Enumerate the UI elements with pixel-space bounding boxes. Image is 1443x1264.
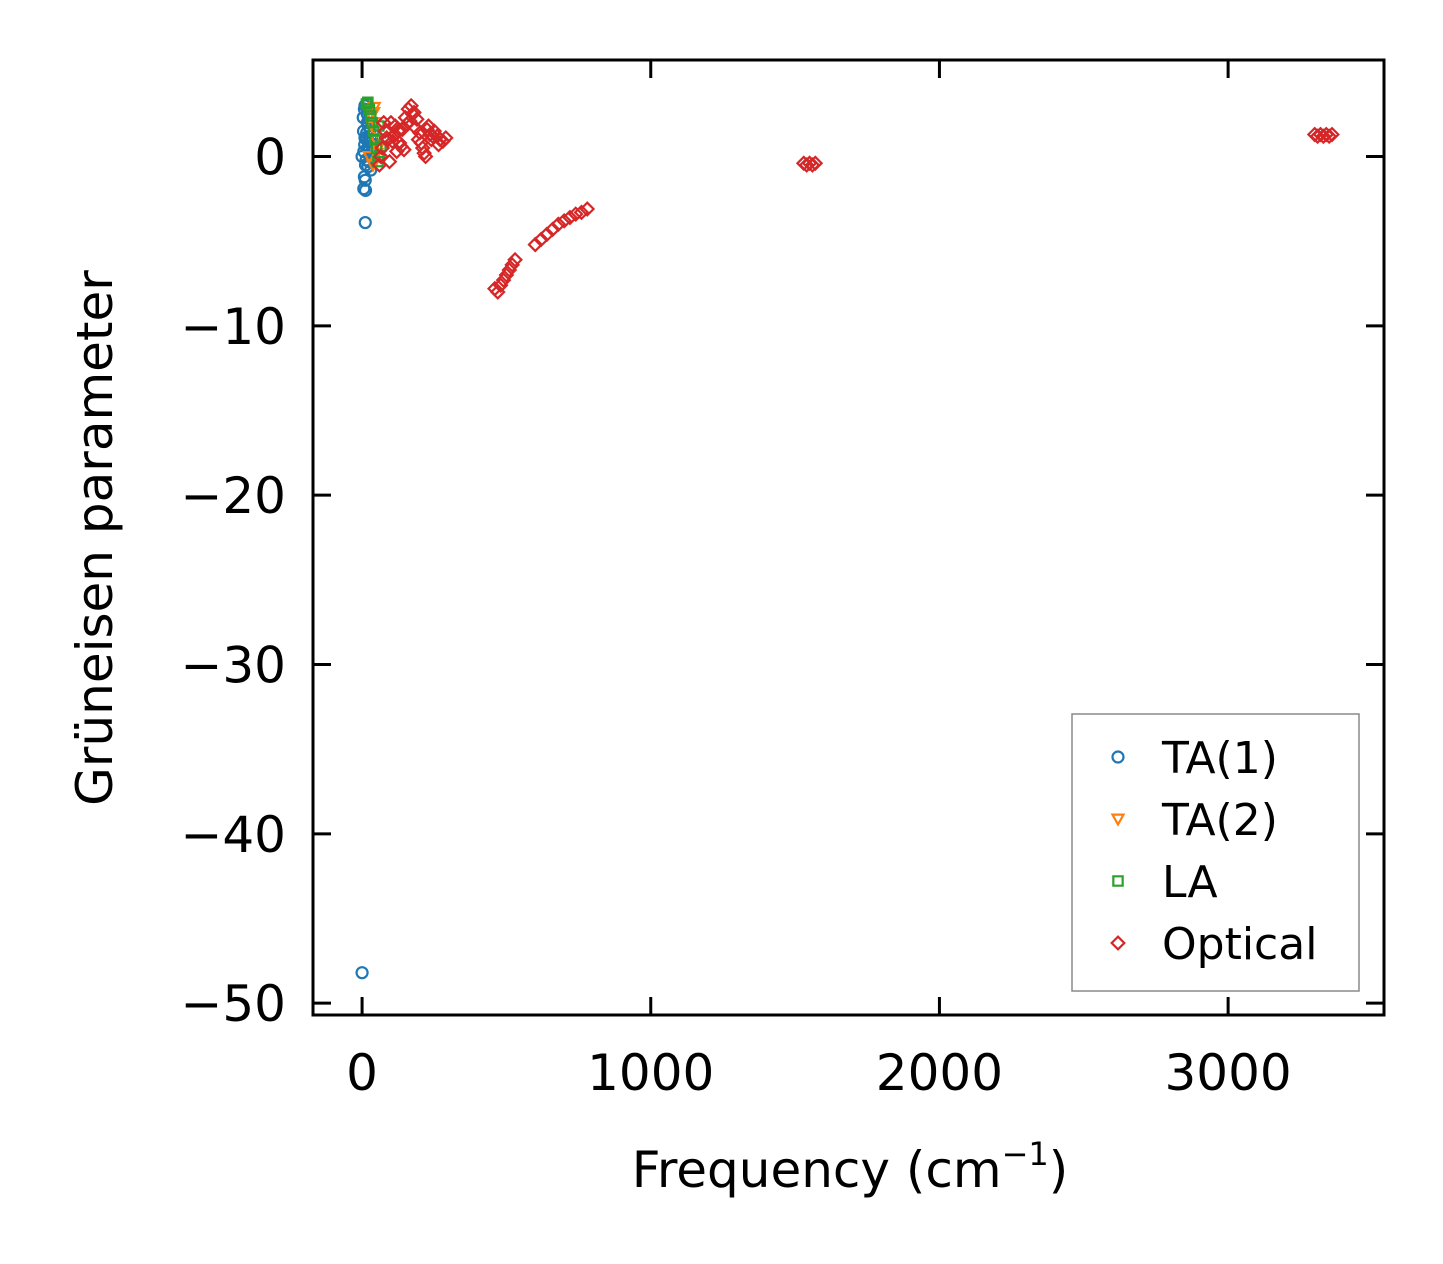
- data-point: [544, 221, 561, 238]
- y-tick-label: −30: [180, 636, 286, 694]
- data-point: [362, 96, 374, 109]
- legend-label-ta-1: TA(1): [1161, 733, 1278, 784]
- data-point: [1324, 126, 1340, 143]
- data-point: [355, 966, 369, 980]
- legend-box: [1071, 713, 1360, 992]
- legend: TA(1) TA(2) LA Optical: [1071, 713, 1360, 992]
- tick-layer: 0 1000 2000 3000 0 −10 −20 −30 −40 −50: [180, 60, 1384, 1102]
- x-tick-label: 0: [346, 1044, 378, 1102]
- data-point: [507, 251, 523, 268]
- data-point: [363, 103, 376, 115]
- y-tick-label: −40: [180, 806, 286, 864]
- data-point: [567, 206, 584, 222]
- data-point: [398, 116, 415, 133]
- data-point: [430, 136, 447, 153]
- x-tick-label: 2000: [876, 1044, 1003, 1102]
- data-point: [360, 98, 373, 110]
- legend-marker-ta-1: [1111, 750, 1125, 764]
- legend-label-la: LA: [1162, 857, 1218, 908]
- data-point: [407, 119, 424, 136]
- series-optical: [371, 97, 1340, 300]
- data-point: [533, 231, 549, 248]
- data-point: [358, 215, 372, 230]
- y-tick-label: 0: [254, 129, 286, 187]
- data-point: [372, 155, 384, 168]
- data-point: [495, 272, 512, 289]
- data-point: [403, 97, 420, 114]
- data-point: [396, 141, 412, 158]
- plot-frame: [311, 58, 1386, 1017]
- data-point: [394, 121, 411, 138]
- data-point: [366, 116, 378, 129]
- data-point: [413, 135, 430, 151]
- data-point: [357, 182, 371, 196]
- legend-marker-la: [1112, 875, 1124, 887]
- data-point: [501, 262, 518, 278]
- data-point: [375, 114, 392, 131]
- data-point: [550, 216, 567, 233]
- data-point: [498, 267, 515, 283]
- data-point: [361, 151, 377, 165]
- data-point: [372, 148, 389, 165]
- data-point: [416, 145, 433, 162]
- data-point: [384, 133, 401, 150]
- legend-label-optical: Optical: [1162, 919, 1317, 970]
- data-point: [579, 201, 596, 217]
- y-axis-title: Grüneisen parameter: [66, 270, 124, 806]
- plot-layer: [355, 96, 1340, 980]
- data-point: [374, 140, 391, 156]
- data-point: [562, 209, 578, 226]
- data-point: [390, 123, 407, 139]
- data-point: [807, 155, 824, 172]
- data-point: [573, 204, 590, 221]
- x-axis-title: Frequency (cm−1): [632, 1135, 1069, 1199]
- y-tick-label: −20: [180, 467, 286, 525]
- data-point: [556, 212, 573, 229]
- legend-marker-optical: [1110, 935, 1126, 951]
- data-point: [504, 257, 521, 273]
- data-point: [373, 120, 385, 132]
- data-point: [424, 128, 441, 145]
- data-point: [404, 106, 421, 123]
- legend-marker-ta-2: [1110, 813, 1126, 827]
- y-tick-label: −10: [180, 298, 286, 356]
- data-point: [492, 277, 509, 294]
- y-tick-label: −50: [180, 975, 286, 1033]
- data-point: [538, 226, 555, 243]
- data-point: [527, 236, 544, 253]
- x-tick-label: 1000: [587, 1044, 714, 1102]
- data-point: [358, 173, 372, 187]
- series-ta-1: [355, 99, 379, 980]
- x-tick-label: 3000: [1164, 1044, 1291, 1102]
- legend-label-ta-2: TA(2): [1161, 795, 1278, 846]
